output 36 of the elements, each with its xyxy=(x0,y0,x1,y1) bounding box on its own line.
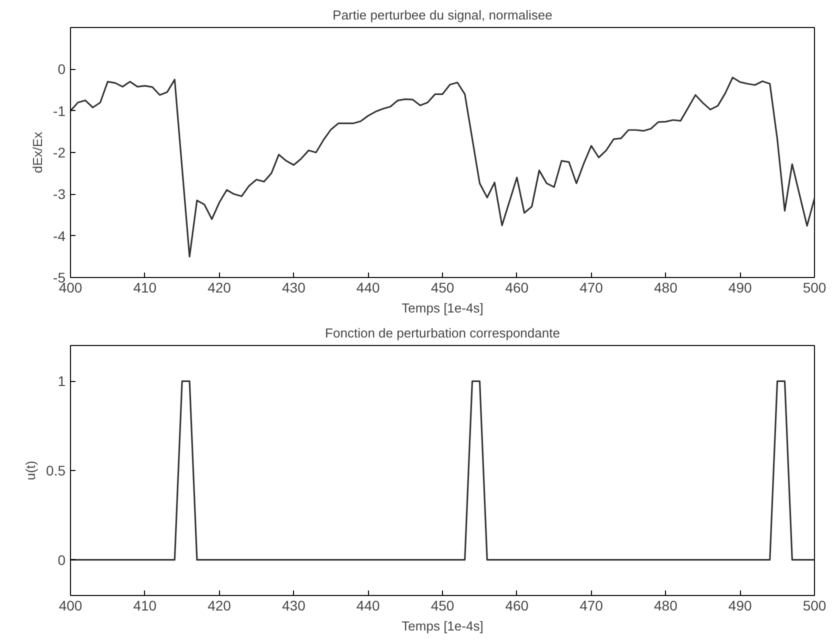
x-tick-label: 470 xyxy=(580,598,604,614)
x-axis-title: Temps [1e-4s] xyxy=(402,300,484,316)
x-tick-label: 410 xyxy=(133,280,157,296)
line-series xyxy=(70,76,814,258)
chart-title: Fonction de perturbation correspondante xyxy=(325,326,560,340)
x-tick-label: 490 xyxy=(728,598,752,614)
y-tick-label: -1 xyxy=(53,102,66,119)
x-tick-label: 450 xyxy=(430,598,454,614)
x-tick-label: 490 xyxy=(728,280,752,296)
x-tick-label: 460 xyxy=(505,598,529,614)
y-tick-label: -2 xyxy=(53,144,66,160)
y-tick-label: -4 xyxy=(53,228,66,244)
x-tick-label: 420 xyxy=(208,280,232,296)
x-tick-label: 460 xyxy=(505,280,529,296)
y-tick-label: 0 xyxy=(58,61,66,78)
x-axis-title: Temps [1e-4s] xyxy=(402,618,484,634)
x-tick-label: 440 xyxy=(356,280,380,296)
x-tick-label: 430 xyxy=(282,280,306,296)
x-tick-label: 410 xyxy=(133,598,157,614)
x-tick-label: 470 xyxy=(580,280,604,296)
x-tick-label: 400 xyxy=(58,598,82,614)
x-tick-label: 420 xyxy=(208,598,232,614)
x-tick-label: 500 xyxy=(802,280,826,296)
y-tick-label: 1 xyxy=(58,373,66,390)
x-tick-label: 440 xyxy=(356,598,380,614)
x-tick-label: 500 xyxy=(802,598,826,614)
y-axis-title: dEx/Ex xyxy=(30,131,46,174)
chart-title: Partie perturbee du signal, normalisee xyxy=(332,8,552,22)
x-tick-label: 480 xyxy=(654,598,678,614)
y-axis-title: u(t) xyxy=(23,460,38,480)
y-tick-label: 0 xyxy=(58,552,66,568)
x-tick-label: 480 xyxy=(654,280,678,296)
y-tick-label: 0.5 xyxy=(46,462,66,478)
x-tick-label: 450 xyxy=(430,280,454,296)
y-tick-label: -3 xyxy=(53,186,66,202)
x-tick-label: 430 xyxy=(282,598,306,614)
